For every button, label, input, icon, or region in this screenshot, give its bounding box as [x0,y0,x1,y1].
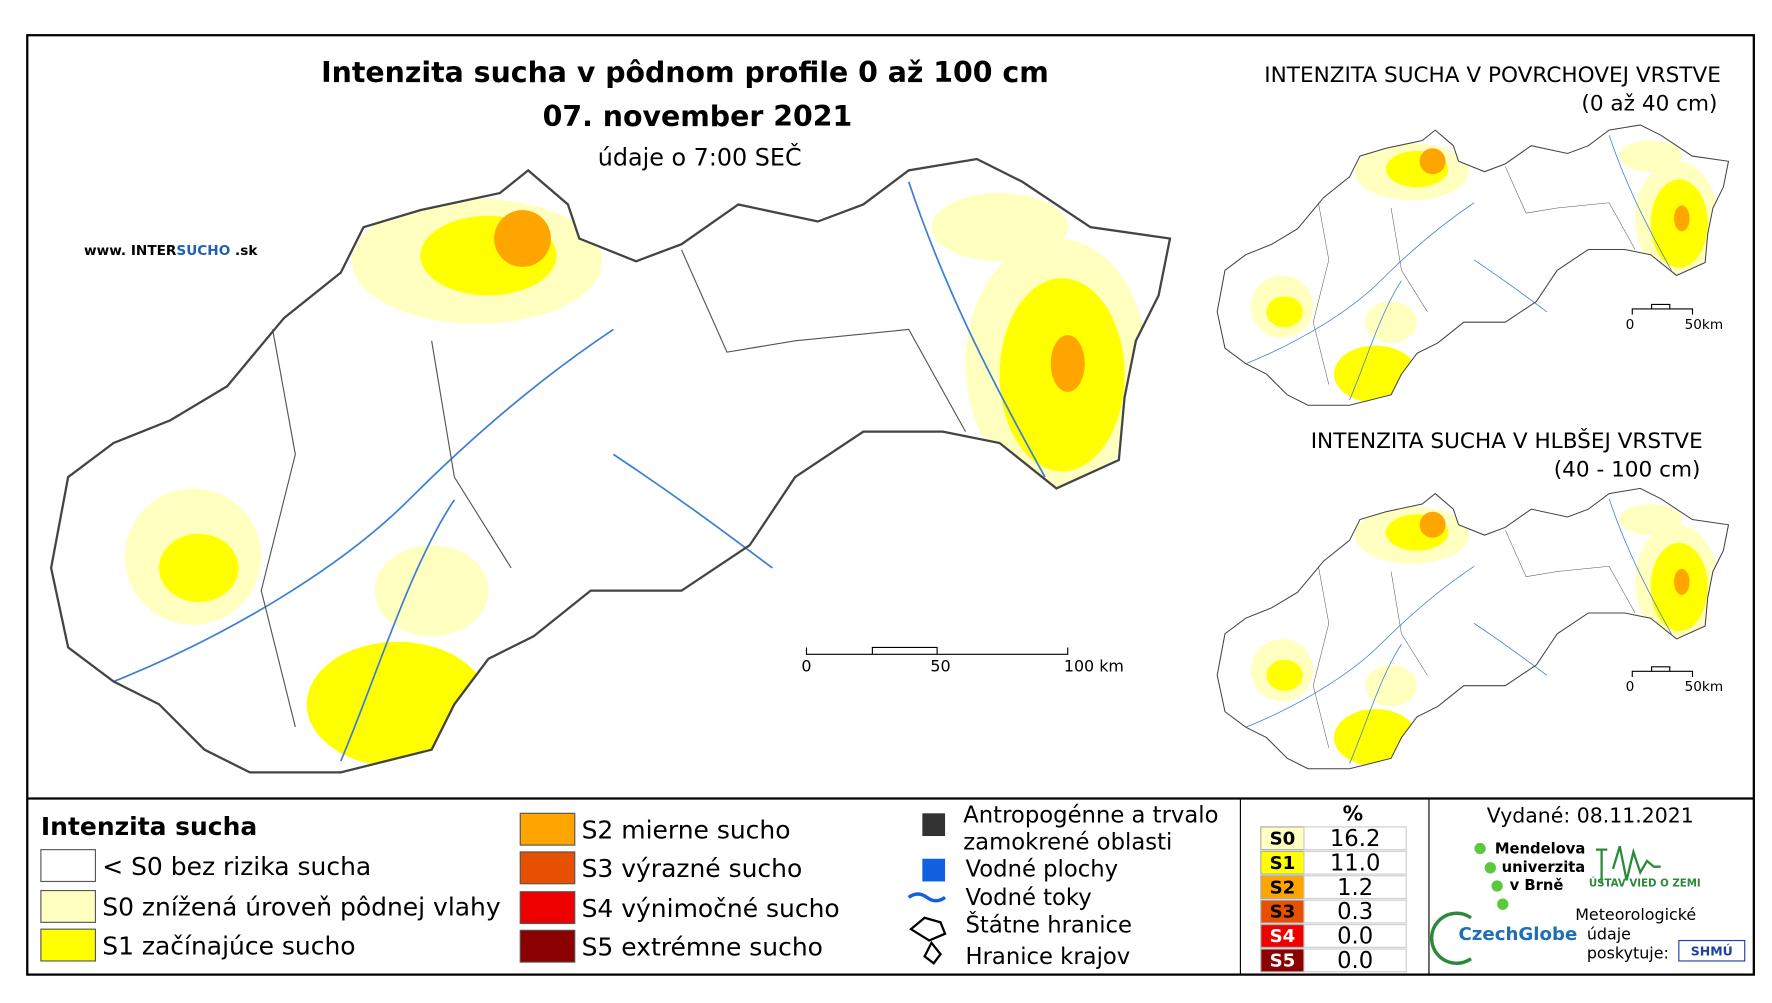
feature-label: Vodné plochy [966,857,1119,883]
website-prefix: www. INTER [84,243,177,259]
website-suffix: .sk [230,243,258,259]
stats-class: S0 [1270,828,1296,849]
scale-label: 50km [1685,679,1724,695]
stats-value-cell [1303,948,1407,973]
scale-label: 50 [930,656,950,675]
stats-value-cell [1303,850,1407,875]
feature-icon [909,916,947,942]
scale-label: 0 [801,656,811,675]
shmu-logo [1678,939,1746,962]
stats-value-cell [1303,899,1407,924]
stats-value: 0.0 [1337,948,1373,974]
legend-swatch [519,929,576,963]
title: Intenzita sucha v pôdnom profile 0 až 10… [321,56,1049,89]
website: www. INTERSUCHO .sk [84,243,258,259]
stats-value: 0.3 [1337,899,1373,925]
feature-label: Antropogénne a trvalo zamokrené oblasti [963,800,1219,856]
stats-class: S4 [1270,926,1296,947]
feature-icon [922,858,946,882]
logo-text: SHMÚ [1691,943,1733,958]
stats-header: % [1343,801,1363,825]
scale-label: 0 [1626,679,1635,695]
czechglobe-logo [1430,911,1472,965]
scale-label: 50km [1685,317,1724,333]
legend-title: Intenzita sucha [41,812,257,841]
legend-label: S4 výnimočné sucho [582,894,840,923]
feature-icon [923,940,942,965]
feature-label-box: Antropogénne a trvalo zamokrené oblasti [963,800,1219,856]
legend-swatch [519,891,576,925]
stats-value-cell [1303,826,1407,851]
website-brand: SUCHO [176,243,230,259]
stats-value: 11.0 [1330,850,1381,876]
legend-swatch [519,851,576,885]
inset-title: INTENZITA SUCHA V HLBŠEJ VRSTVE [1311,428,1703,454]
main-scale [805,646,1069,655]
subtitle: údaje o 7:00 SEČ [598,144,802,172]
legend-label: S3 výrazné sucho [582,854,803,883]
inset-range: (0 až 40 cm) [1581,92,1717,117]
legend-label: S0 znížená úroveň pôdnej vlahy [102,893,501,922]
stats-value: 0.0 [1337,924,1373,950]
inset-title: INTENZITA SUCHA V POVRCHOVEJ VRSTVE [1264,63,1721,88]
stats-value-cell [1303,875,1407,900]
stats-class: S5 [1270,951,1296,972]
inset-scale [1631,666,1694,677]
feature-icon [922,813,946,837]
ustav-logo [1595,845,1661,884]
legend-swatch [519,812,576,846]
legend-swatch [40,928,96,962]
legend-label: S5 extrémne sucho [582,932,823,961]
date: 07. november 2021 [543,100,853,133]
inset-scale [1631,303,1694,315]
stats-class: S2 [1270,877,1296,898]
legend-label: S2 mierne sucho [582,815,791,844]
feature-label: Štátne hranice [966,910,1132,938]
stats-value-cell [1303,924,1407,948]
issued-date: Vydané: 08.11.2021 [1487,804,1694,828]
legend-label: S1 začínajúce sucho [102,931,355,960]
mendel-logo [1474,842,1509,910]
logo-text: CzechGlobe [1458,924,1577,945]
scale-label: 0 [1626,317,1635,333]
feature-icon [907,892,947,903]
logo-text: v Brně [1510,877,1564,894]
logo-text: údaje [1587,924,1631,943]
logo-text: poskytuje: [1587,944,1669,963]
stats-class: S3 [1270,902,1296,923]
inset-range: (40 - 100 cm) [1554,457,1701,482]
legend-swatch [40,849,96,883]
scale-label: 100 km [1064,656,1124,675]
feature-label: Hranice krajov [966,944,1131,970]
legend-label: < S0 bez rizika sucha [102,852,371,881]
logo-text: univerzita [1502,859,1586,876]
stats-value: 1.2 [1337,875,1373,901]
logo-text: ÚSTAV VIED O ZEMI [1589,877,1701,890]
stats-class: S1 [1270,853,1296,874]
legend-swatch [40,889,96,923]
feature-label: Vodné toky [966,885,1092,911]
stats-value: 16.2 [1330,826,1381,852]
logo-text: Meteorologické [1575,905,1696,924]
logo-text: Mendelova [1495,841,1586,858]
